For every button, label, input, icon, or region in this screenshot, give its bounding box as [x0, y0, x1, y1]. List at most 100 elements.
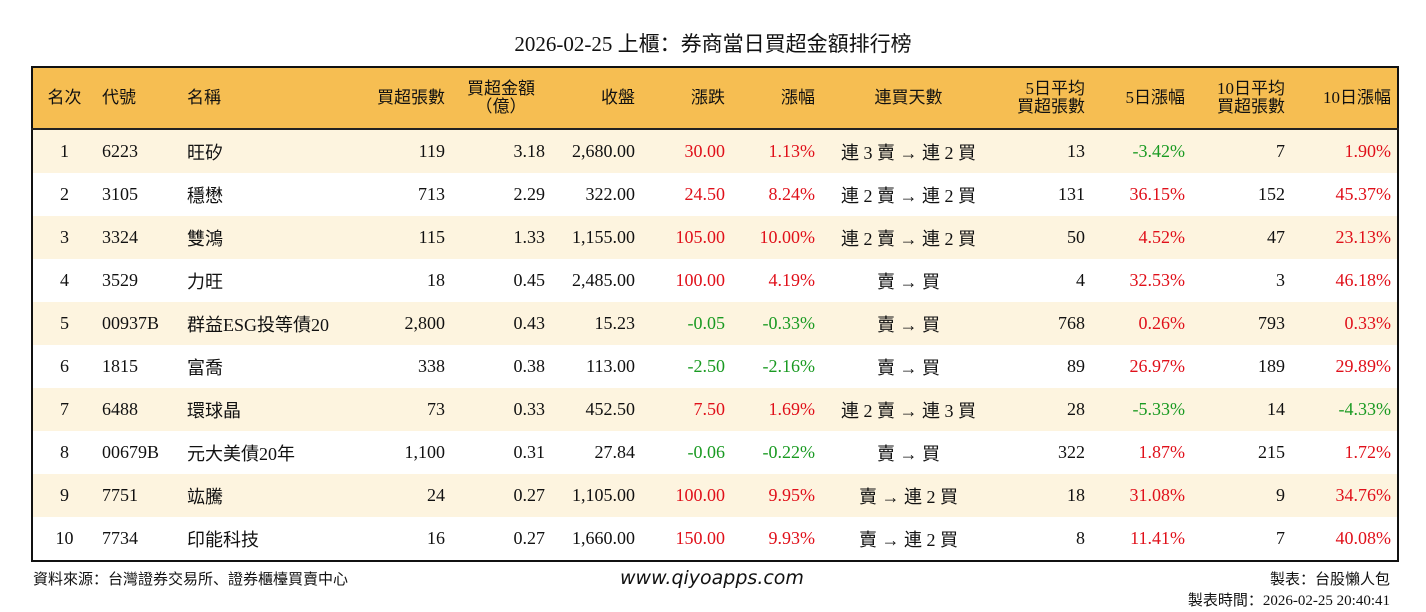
table-row: 2 3105 穩懋 713 2.29 322.00 24.50 8.24% 連 2 賣 → 連 …	[32, 173, 1398, 216]
cell-net-buy-lots: 1,100	[361, 431, 451, 474]
cell-pct10: 23.13%	[1291, 216, 1398, 259]
cell-change-pct: 9.93%	[731, 517, 821, 561]
cell-avg5-lots: 8	[996, 517, 1091, 561]
cell-pct5: 0.26%	[1091, 302, 1191, 345]
header-name: 名稱	[181, 67, 361, 130]
cell-avg10-lots: 152	[1191, 173, 1291, 216]
cell-streak: 賣 → 買	[821, 431, 996, 474]
cell-change-pct: -0.22%	[731, 431, 821, 474]
cell-avg5-lots: 322	[996, 431, 1091, 474]
cell-change-pct: 8.24%	[731, 173, 821, 216]
cell-pct5: -3.42%	[1091, 129, 1191, 173]
cell-streak: 賣 → 連 2 買	[821, 517, 996, 561]
cell-avg10-lots: 7	[1191, 129, 1291, 173]
cell-change: 30.00	[641, 129, 731, 173]
cell-avg10-lots: 189	[1191, 345, 1291, 388]
cell-net-buy-lots: 713	[361, 173, 451, 216]
header-rank: 名次	[32, 67, 96, 130]
made-time: 製表時間：2026-02-25 20:40:41	[1187, 593, 1390, 609]
cell-close: 452.50	[551, 388, 641, 431]
cell-close: 27.84	[551, 431, 641, 474]
cell-avg5-lots: 13	[996, 129, 1091, 173]
header-change-pct: 漲幅	[731, 67, 821, 130]
cell-avg5-lots: 50	[996, 216, 1091, 259]
cell-name: 力旺	[181, 259, 361, 302]
cell-rank: 8	[32, 431, 96, 474]
cell-rank: 7	[32, 388, 96, 431]
cell-code: 1815	[96, 345, 181, 388]
cell-net-buy-amount: 0.27	[451, 517, 551, 561]
cell-streak: 賣 → 買	[821, 345, 996, 388]
cell-streak: 賣 → 買	[821, 259, 996, 302]
cell-name: 旺矽	[181, 129, 361, 173]
cell-avg5-lots: 28	[996, 388, 1091, 431]
cell-change: 105.00	[641, 216, 731, 259]
cell-rank: 9	[32, 474, 96, 517]
cell-close: 15.23	[551, 302, 641, 345]
cell-code: 3324	[96, 216, 181, 259]
cell-streak: 賣 → 買	[821, 302, 996, 345]
cell-close: 1,105.00	[551, 474, 641, 517]
cell-net-buy-lots: 338	[361, 345, 451, 388]
cell-net-buy-amount: 0.45	[451, 259, 551, 302]
cell-pct10: 45.37%	[1291, 173, 1398, 216]
cell-net-buy-amount: 0.27	[451, 474, 551, 517]
cell-avg10-lots: 3	[1191, 259, 1291, 302]
cell-pct10: 34.76%	[1291, 474, 1398, 517]
cell-avg10-lots: 14	[1191, 388, 1291, 431]
cell-code: 6488	[96, 388, 181, 431]
cell-net-buy-amount: 0.43	[451, 302, 551, 345]
cell-rank: 2	[32, 173, 96, 216]
header-close: 收盤	[551, 67, 641, 130]
cell-avg5-lots: 131	[996, 173, 1091, 216]
cell-name: 環球晶	[181, 388, 361, 431]
cell-net-buy-lots: 115	[361, 216, 451, 259]
page-title: 2026-02-25 上櫃：券商當日買超金額排行榜	[514, 32, 912, 56]
cell-close: 113.00	[551, 345, 641, 388]
cell-rank: 5	[32, 302, 96, 345]
cell-name: 穩懋	[181, 173, 361, 216]
cell-streak: 連 2 賣 → 連 2 買	[821, 216, 996, 259]
ranking-table: 名次 代號 名稱 買超張數 買超金額 （億） 收盤 漲跌 漲幅 連買天數 5日平均 買超張數 5日漲…	[31, 66, 1399, 562]
cell-name: 元大美債20年	[181, 431, 361, 474]
cell-pct5: 4.52%	[1091, 216, 1191, 259]
cell-avg5-lots: 4	[996, 259, 1091, 302]
header-avg5-lots: 5日平均 買超張數	[996, 67, 1091, 130]
cell-net-buy-amount: 0.33	[451, 388, 551, 431]
header-net-buy-lots: 買超張數	[361, 67, 451, 130]
header-change: 漲跌	[641, 67, 731, 130]
cell-name: 竑騰	[181, 474, 361, 517]
cell-close: 322.00	[551, 173, 641, 216]
cell-avg10-lots: 9	[1191, 474, 1291, 517]
cell-name: 雙鴻	[181, 216, 361, 259]
cell-streak: 賣 → 連 2 買	[821, 474, 996, 517]
website-link[interactable]: www.qiyoapps.com	[620, 567, 804, 589]
header-net-buy-amount: 買超金額 （億）	[451, 67, 551, 130]
cell-change-pct: 1.69%	[731, 388, 821, 431]
cell-code: 3529	[96, 259, 181, 302]
cell-pct5: 11.41%	[1091, 517, 1191, 561]
cell-net-buy-lots: 119	[361, 129, 451, 173]
cell-pct5: 1.87%	[1091, 431, 1191, 474]
cell-change: -0.05	[641, 302, 731, 345]
header-code: 代號	[96, 67, 181, 130]
cell-pct5: 36.15%	[1091, 173, 1191, 216]
cell-net-buy-lots: 73	[361, 388, 451, 431]
cell-avg10-lots: 793	[1191, 302, 1291, 345]
cell-name: 印能科技	[181, 517, 361, 561]
cell-streak: 連 2 賣 → 連 2 買	[821, 173, 996, 216]
cell-net-buy-lots: 24	[361, 474, 451, 517]
cell-rank: 6	[32, 345, 96, 388]
cell-avg5-lots: 768	[996, 302, 1091, 345]
cell-net-buy-amount: 3.18	[451, 129, 551, 173]
cell-net-buy-amount: 1.33	[451, 216, 551, 259]
cell-close: 2,485.00	[551, 259, 641, 302]
header-streak: 連買天數	[821, 67, 996, 130]
cell-rank: 10	[32, 517, 96, 561]
cell-streak: 連 3 賣 → 連 2 買	[821, 129, 996, 173]
table-row: 7 6488 環球晶 73 0.33 452.50 7.50 1.69% 連 2 賣 → 連 3…	[32, 388, 1398, 431]
header-pct10: 10日漲幅	[1291, 67, 1398, 130]
cell-close: 1,155.00	[551, 216, 641, 259]
cell-change-pct: 1.13%	[731, 129, 821, 173]
cell-code: 7751	[96, 474, 181, 517]
